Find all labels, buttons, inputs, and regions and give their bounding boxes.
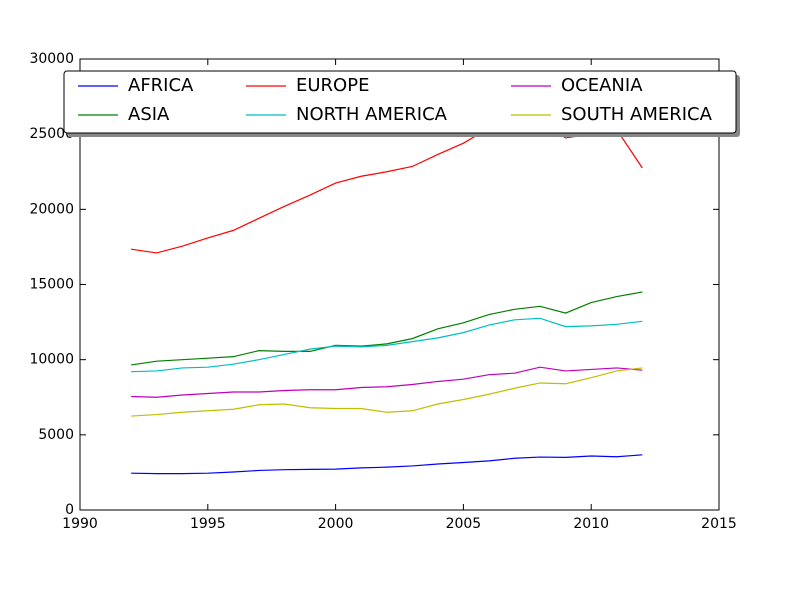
y-tick-label: 0 bbox=[65, 502, 74, 518]
series-line bbox=[131, 291, 643, 366]
legend-label: OCEANIA bbox=[561, 75, 643, 96]
x-tick-label: 2010 bbox=[573, 516, 609, 532]
x-tick-label: 2005 bbox=[446, 516, 482, 532]
x-tick-label: 1995 bbox=[190, 516, 226, 532]
plot-frame bbox=[79, 58, 720, 511]
series-line bbox=[131, 454, 643, 475]
legend: AFRICA ASIA EUROPE NORTH AMERICA OCEANIA SOUT… bbox=[63, 70, 740, 137]
legend-box bbox=[63, 70, 737, 134]
series-line bbox=[131, 118, 643, 254]
legend-label: EUROPE bbox=[296, 75, 369, 96]
legend-label: NORTH AMERICA bbox=[296, 104, 448, 125]
series-line bbox=[131, 367, 643, 417]
y-tick-label: 25000 bbox=[29, 126, 74, 142]
legend-label: AFRICA bbox=[128, 75, 194, 96]
series-line bbox=[131, 317, 643, 373]
y-tick-label: 20000 bbox=[29, 201, 74, 217]
y-tick-label: 5000 bbox=[38, 427, 74, 443]
y-tick-label: 30000 bbox=[29, 51, 74, 67]
x-tick-label: 1990 bbox=[62, 516, 98, 532]
x-tick-label: 2000 bbox=[318, 516, 354, 532]
x-tick-label: 2015 bbox=[701, 516, 737, 532]
legend-label: SOUTH AMERICA bbox=[561, 104, 713, 125]
legend-label: ASIA bbox=[128, 104, 170, 125]
y-tick-label: 15000 bbox=[29, 277, 74, 293]
y-tick-label: 10000 bbox=[29, 352, 74, 368]
series-line bbox=[131, 366, 643, 398]
